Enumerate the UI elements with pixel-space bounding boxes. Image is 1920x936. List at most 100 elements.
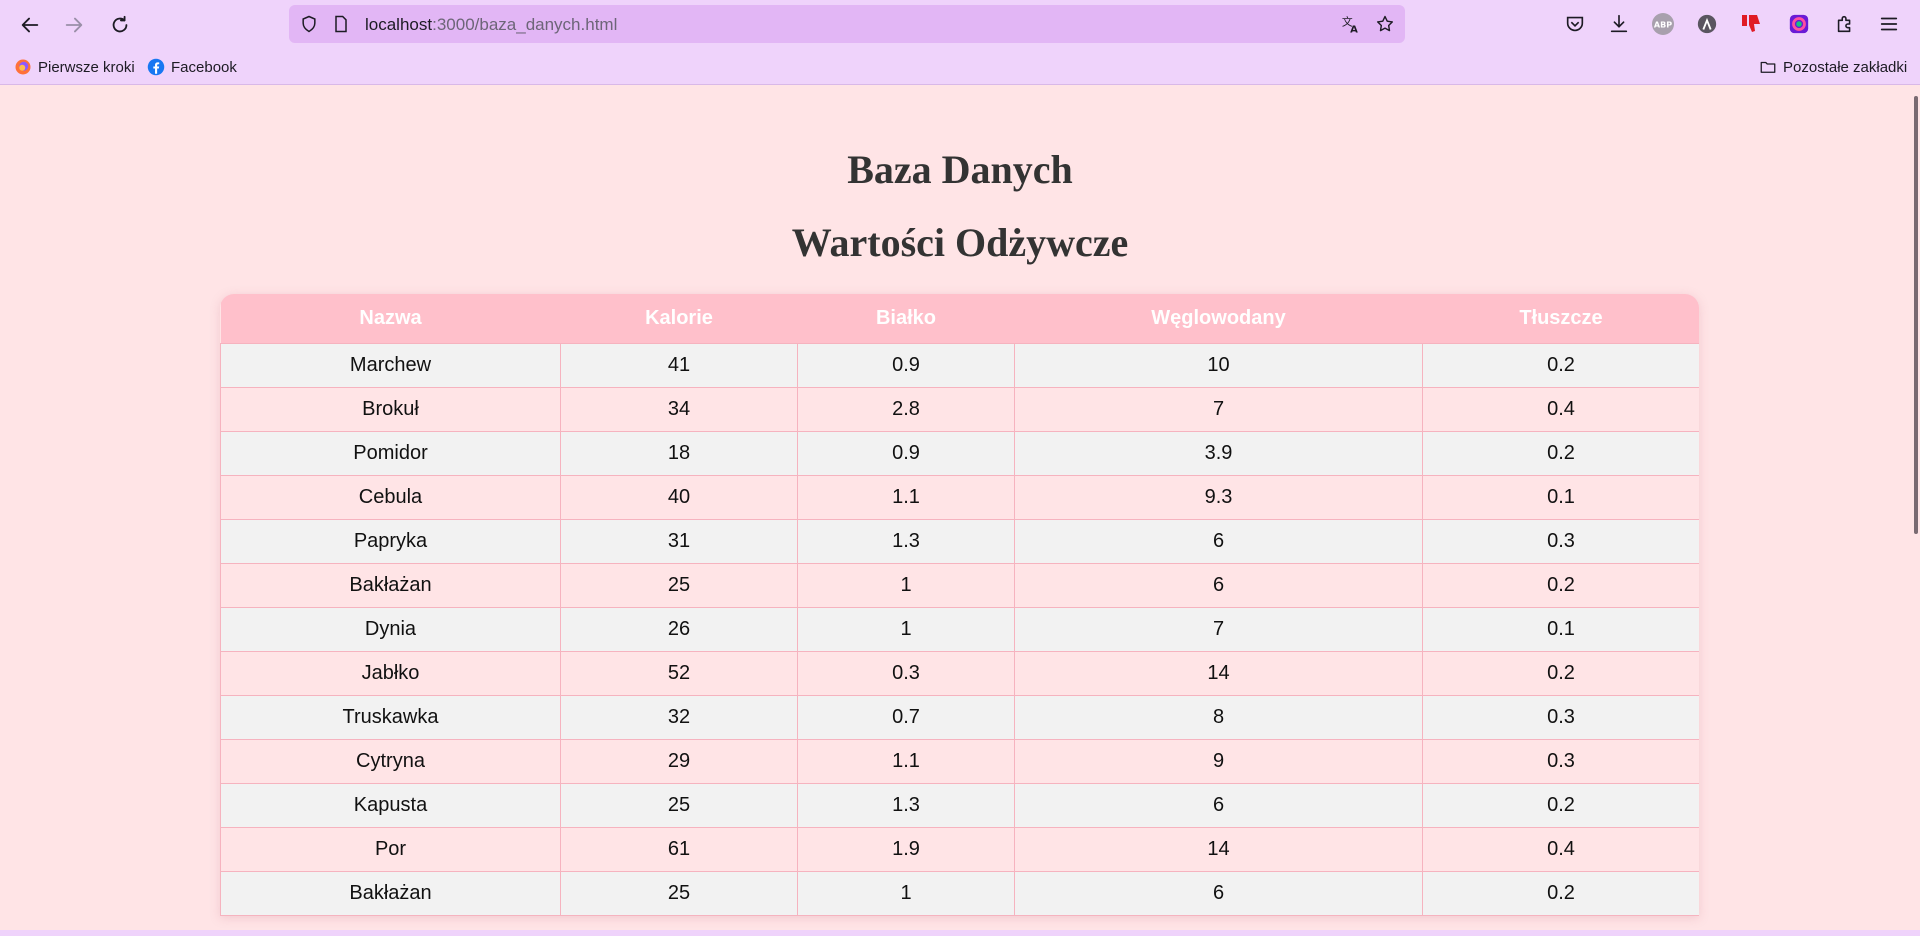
table-header-row: Nazwa Kalorie Białko Węglowodany Tłuszcz… (220, 294, 1699, 344)
table-cell: 1.1 (797, 739, 1015, 784)
forward-button[interactable] (58, 9, 90, 41)
table-cell: 26 (560, 607, 798, 652)
svg-text:A: A (1350, 24, 1358, 34)
table-cell: 7 (1014, 387, 1423, 432)
table-cell: 8 (1014, 695, 1423, 740)
page-title: Baza Danych (847, 147, 1073, 192)
table-cell: Por (220, 827, 561, 872)
table-cell: 1.3 (797, 783, 1015, 828)
table-cell: 9 (1014, 739, 1423, 784)
table-row: Por 61 1.9 14 0.4 (220, 827, 1699, 872)
puzzle-icon (1837, 15, 1851, 33)
reload-icon (112, 15, 128, 33)
table-cell: 31 (560, 519, 798, 564)
table-cell: 32 (560, 695, 798, 740)
extensions-button[interactable] (1832, 11, 1858, 37)
dislike-extension-icon (1742, 15, 1760, 32)
table-row: Pomidor 18 0.9 3.9 0.2 (220, 431, 1699, 476)
table-row: Jabłko 52 0.3 14 0.2 (220, 651, 1699, 696)
extension-button-3[interactable] (1786, 11, 1812, 37)
table-row: Cytryna 29 1.1 9 0.3 (220, 739, 1699, 784)
page-scrollbar[interactable] (1914, 96, 1918, 534)
table-cell: 0.1 (1422, 607, 1699, 652)
table-cell: 25 (560, 563, 798, 608)
table-cell: 0.2 (1422, 783, 1699, 828)
page-content: Baza Danych Wartości Odżywcze Nazwa Kalo… (0, 85, 1914, 930)
table-cell: 6 (1014, 519, 1423, 564)
table-cell: 2.8 (797, 387, 1015, 432)
table-cell: Marchew (220, 343, 561, 388)
other-bookmarks-folder[interactable]: Pozostałe zakładki (1759, 57, 1907, 77)
pocket-button[interactable] (1562, 11, 1588, 37)
table-cell: Cebula (220, 475, 561, 520)
adblock-plus-button[interactable]: ABP (1650, 11, 1676, 37)
menu-button[interactable] (1876, 11, 1902, 37)
table-cell: 25 (560, 871, 798, 916)
table-cell: 1.9 (797, 827, 1015, 872)
table-cell: 0.2 (1422, 871, 1699, 916)
downloads-button[interactable] (1606, 11, 1632, 37)
table-cell: Jabłko (220, 651, 561, 696)
table-cell: 1 (797, 563, 1015, 608)
extension-button-2[interactable] (1738, 11, 1764, 37)
table-row: Bakłażan 25 1 6 0.2 (220, 563, 1699, 608)
table-cell: 40 (560, 475, 798, 520)
table-cell: Bakłażan (220, 563, 561, 608)
table-row: Papryka 31 1.3 6 0.3 (220, 519, 1699, 564)
table-cell: 18 (560, 431, 798, 476)
table-cell: 0.2 (1422, 651, 1699, 696)
forward-arrow-icon (65, 17, 83, 33)
bookmark-facebook[interactable]: Facebook (147, 57, 237, 77)
translate-icon[interactable]: 文A (1341, 14, 1361, 34)
table-cell: 14 (1014, 651, 1423, 696)
table-cell: 14 (1014, 827, 1423, 872)
table-cell: 6 (1014, 871, 1423, 916)
table-cell: 1 (797, 607, 1015, 652)
url-text[interactable]: localhost:3000/baza_danych.html (365, 15, 617, 35)
back-button[interactable] (14, 9, 46, 41)
bookmark-label: Facebook (171, 58, 237, 76)
url-host: localhost (365, 15, 433, 34)
table-cell: 29 (560, 739, 798, 784)
table-cell: 0.2 (1422, 431, 1699, 476)
table-row: Cebula 40 1.1 9.3 0.1 (220, 475, 1699, 520)
svg-text:ABP: ABP (1654, 21, 1672, 30)
table-cell: 1.3 (797, 519, 1015, 564)
table-cell: 10 (1014, 343, 1423, 388)
pocket-icon (1566, 16, 1584, 32)
table-body: Marchew 41 0.9 10 0.2 Brokuł 34 2.8 7 0.4 Pomidor 1… (220, 343, 1699, 916)
table-cell: 0.4 (1422, 827, 1699, 872)
folder-icon (1760, 61, 1776, 73)
table-cell: 25 (560, 783, 798, 828)
table-cell: 0.3 (1422, 739, 1699, 784)
page-info-icon[interactable] (331, 14, 351, 34)
extension-button-1[interactable] (1694, 11, 1720, 37)
shield-icon[interactable] (299, 14, 319, 34)
bookmark-pierwsze-kroki[interactable]: Pierwsze kroki (14, 57, 135, 77)
back-arrow-icon (21, 17, 39, 33)
table-cell: Brokuł (220, 387, 561, 432)
table-cell: 0.2 (1422, 563, 1699, 608)
table-cell: Kapusta (220, 783, 561, 828)
table-row: Marchew 41 0.9 10 0.2 (220, 343, 1699, 388)
extension-person-icon (1697, 14, 1717, 34)
window-bottom-edge (0, 930, 1920, 936)
header-kalorie: Kalorie (560, 294, 798, 344)
table-row: Dynia 26 1 7 0.1 (220, 607, 1699, 652)
table-cell: 0.3 (797, 651, 1015, 696)
table-cell: Dynia (220, 607, 561, 652)
bookmarks-toolbar: Pierwsze kroki Facebook Pozostałe zakład… (0, 50, 1920, 85)
table-cell: 0.2 (1422, 343, 1699, 388)
table-cell: 1.1 (797, 475, 1015, 520)
bookmark-star-icon[interactable] (1375, 14, 1395, 34)
table-row: Kapusta 25 1.3 6 0.2 (220, 783, 1699, 828)
table-row: Brokuł 34 2.8 7 0.4 (220, 387, 1699, 432)
header-nazwa: Nazwa (220, 294, 561, 344)
svg-text:文: 文 (1342, 15, 1353, 29)
download-icon (1610, 14, 1628, 33)
table-cell: 0.1 (1422, 475, 1699, 520)
table-cell: Papryka (220, 519, 561, 564)
reload-button[interactable] (104, 9, 136, 41)
hamburger-menu-icon (1880, 17, 1898, 31)
